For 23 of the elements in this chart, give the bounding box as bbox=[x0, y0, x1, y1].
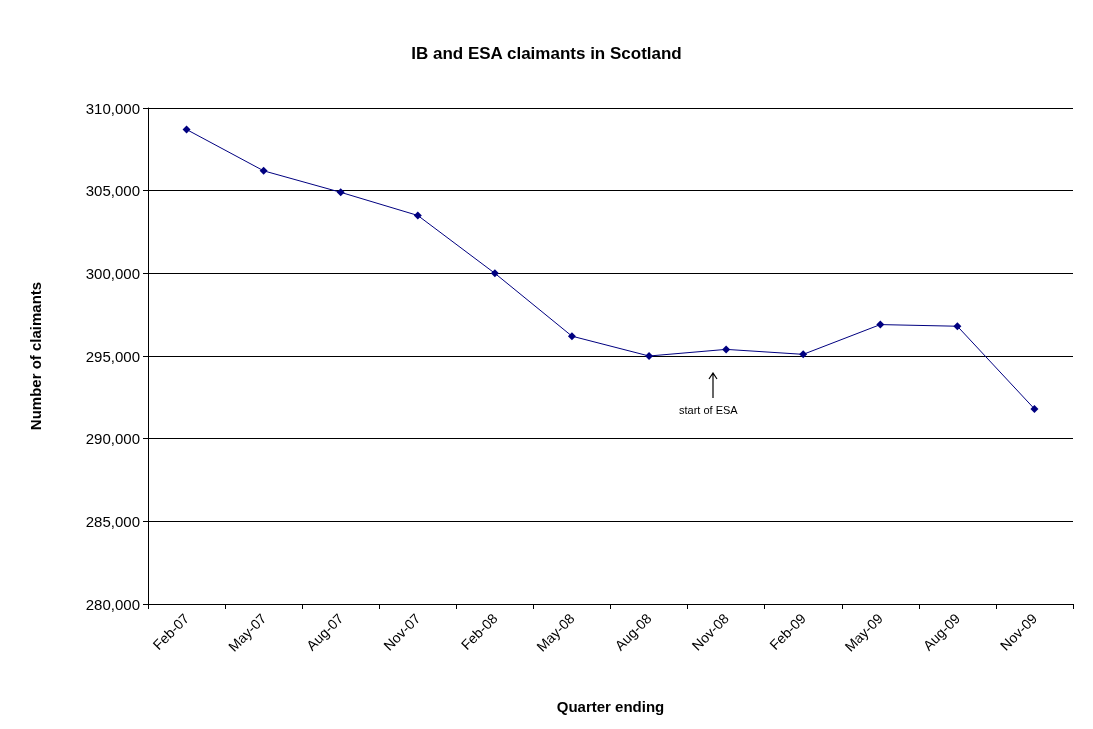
point bbox=[722, 345, 731, 354]
point bbox=[799, 350, 808, 359]
y-tick-label: 280,000 bbox=[85, 595, 140, 613]
point bbox=[490, 269, 499, 278]
point bbox=[1030, 404, 1039, 413]
y-tick-label: 295,000 bbox=[85, 347, 140, 365]
y-tick-label: 305,000 bbox=[85, 182, 140, 200]
annotation: start of ESA bbox=[679, 404, 738, 416]
point bbox=[413, 211, 422, 220]
point bbox=[953, 322, 962, 331]
x-axis-title: Quarter ending bbox=[556, 698, 665, 715]
y-tick-label: 310,000 bbox=[85, 99, 140, 117]
y-tick-label: 285,000 bbox=[85, 512, 140, 530]
point bbox=[876, 320, 885, 329]
point bbox=[645, 352, 654, 360]
point bbox=[336, 188, 345, 197]
chart-title: IB and ESA claimants in Scotland bbox=[411, 44, 682, 63]
point bbox=[567, 332, 576, 341]
y-tick-label: 290,000 bbox=[85, 430, 140, 448]
y-tick-label: 300,000 bbox=[85, 264, 140, 282]
y-axis-title: Number of claimants bbox=[27, 281, 44, 431]
point bbox=[259, 166, 268, 175]
point bbox=[182, 125, 191, 134]
